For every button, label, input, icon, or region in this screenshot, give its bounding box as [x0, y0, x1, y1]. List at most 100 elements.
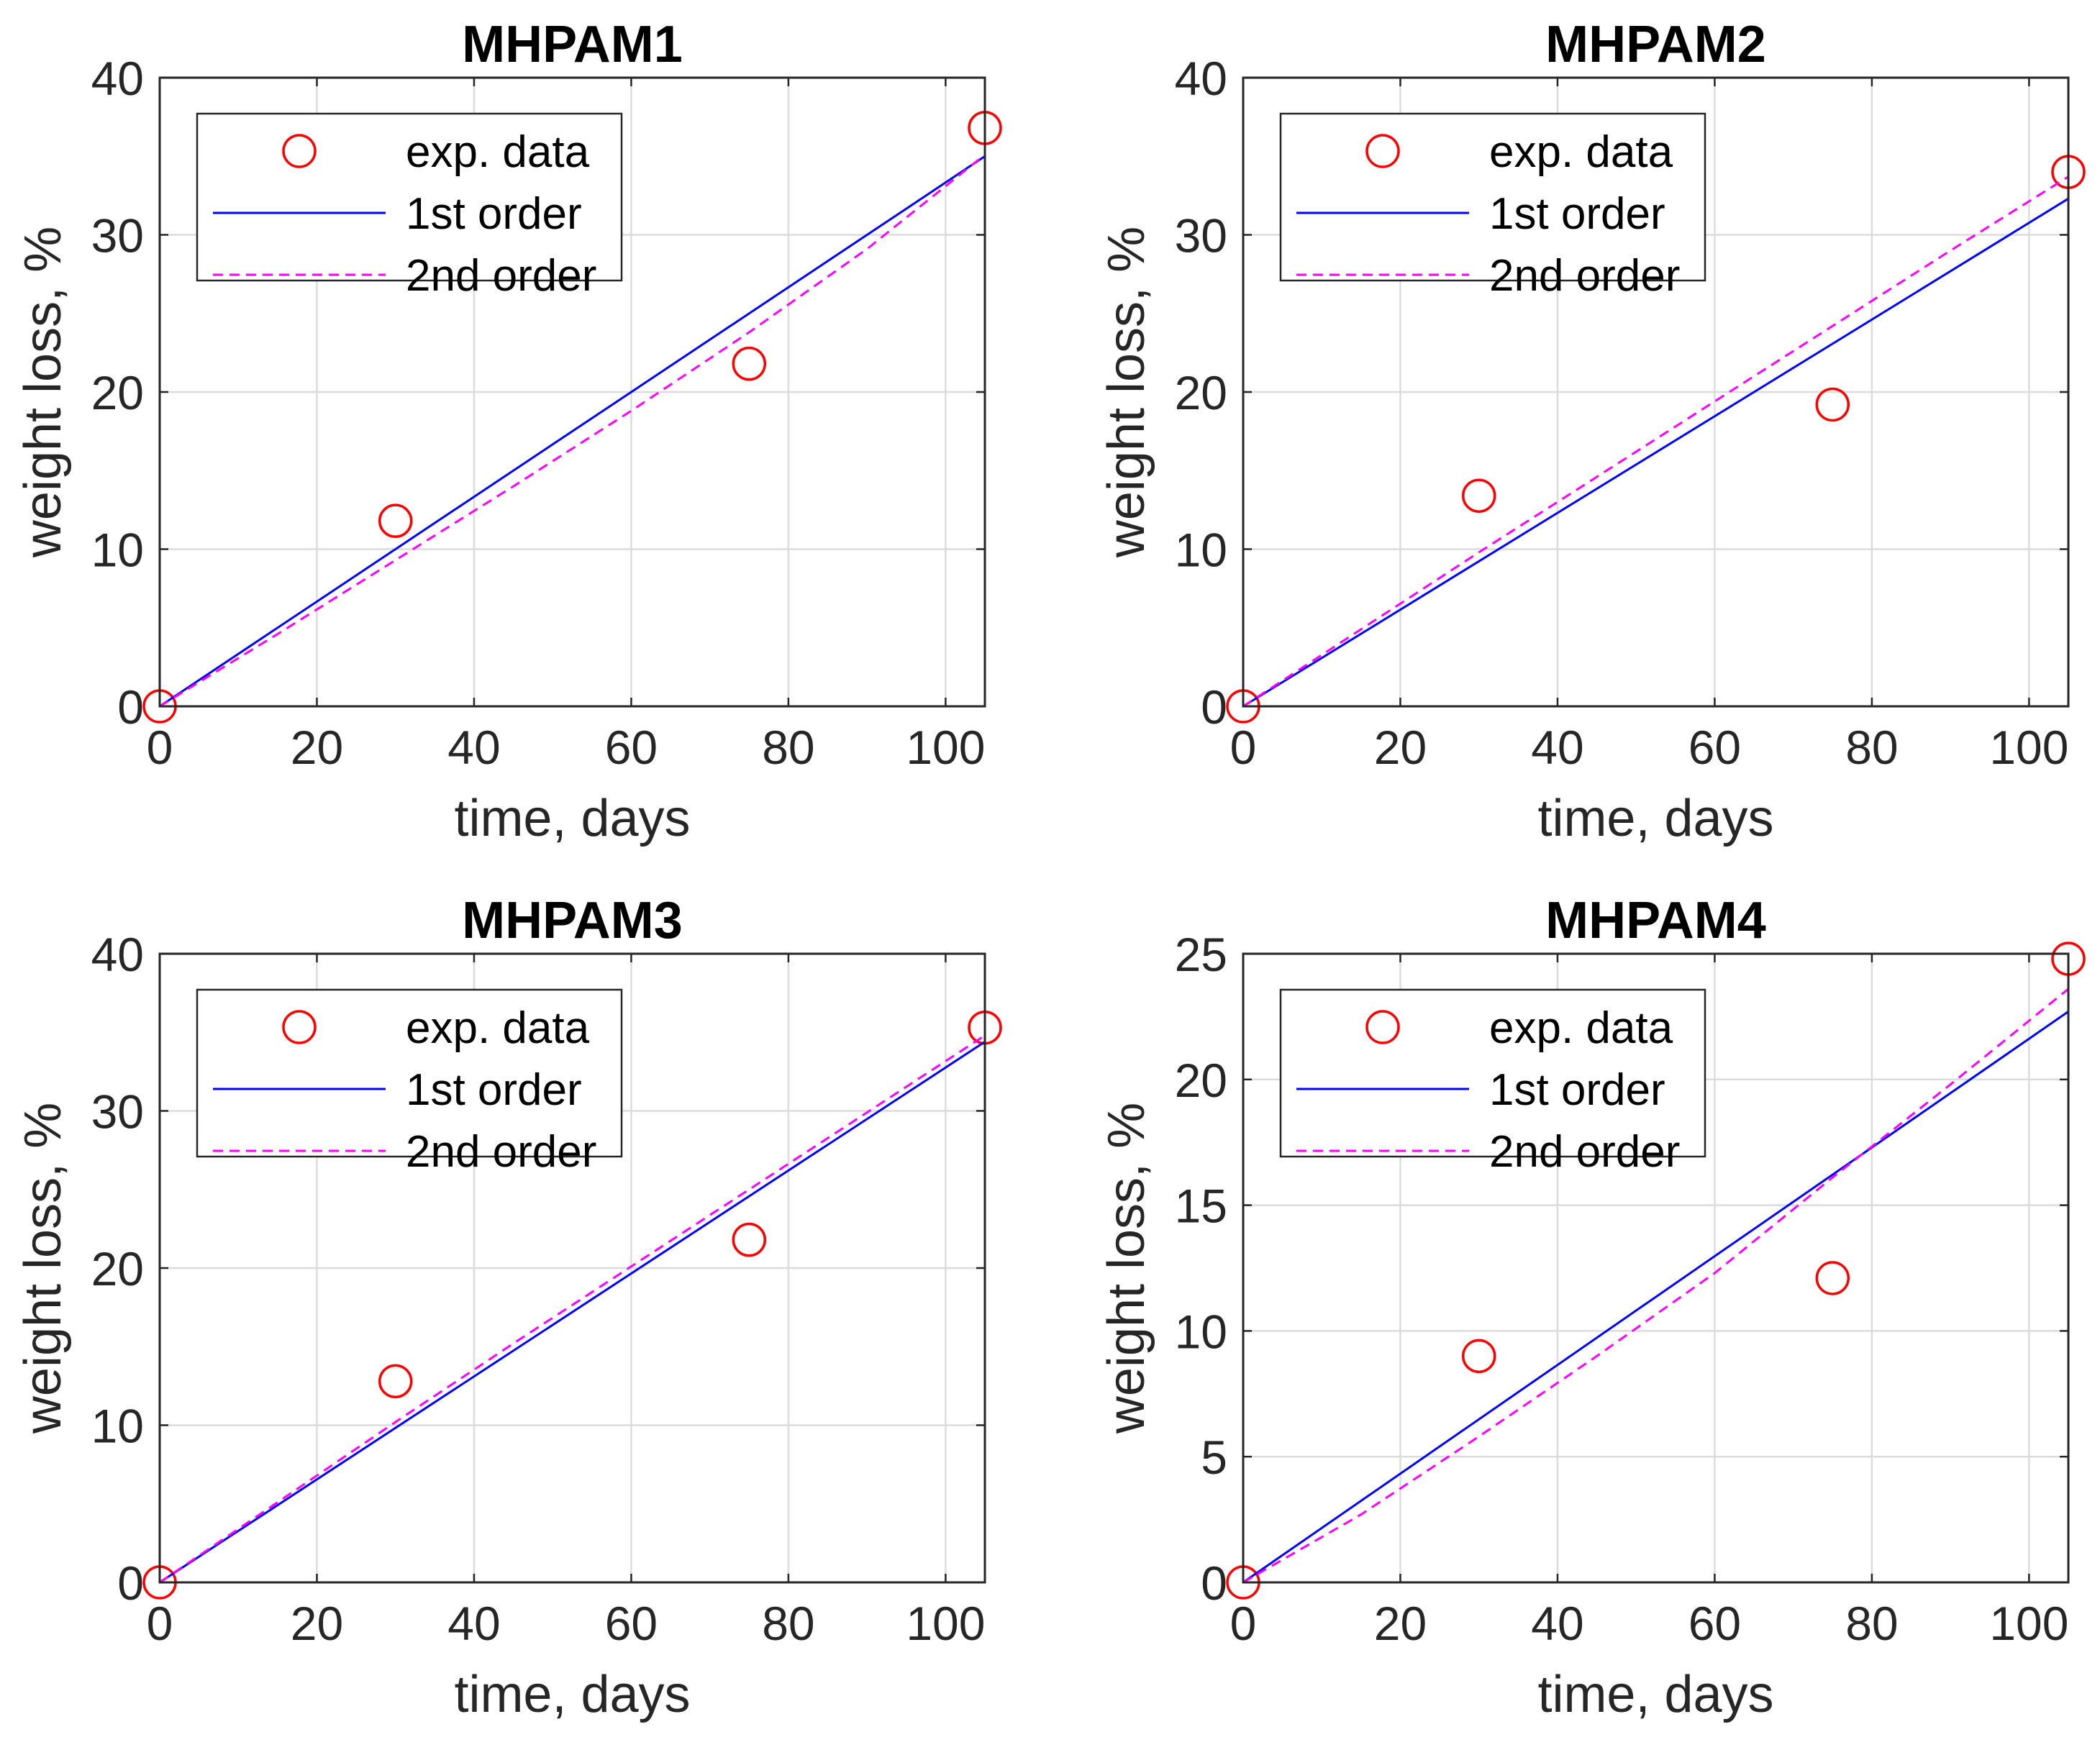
y-axis-label: weight loss, % — [1098, 227, 1155, 558]
y-tick-label: 10 — [1175, 1305, 1227, 1358]
y-tick-label: 10 — [91, 524, 144, 577]
y-tick-label: 5 — [1201, 1431, 1227, 1484]
legend-label: 2nd order — [406, 251, 596, 301]
y-axis-label: weight loss, % — [14, 1103, 72, 1434]
legend: exp. data 1st order 2nd order — [196, 988, 623, 1177]
series-line-2nd-order — [159, 153, 986, 708]
legend-marker — [1365, 1010, 1400, 1044]
legend-label: exp. data — [406, 127, 590, 177]
legend-marker — [1365, 134, 1400, 168]
chart-title: MHPAM1 — [462, 16, 683, 73]
chart-panel-1: 0 20 40 60 80 100 0 10 20 30 40 MHPAM1 time, days wei… — [14, 16, 1002, 847]
x-tick-label: 40 — [447, 1597, 500, 1650]
series-line-2nd-order — [159, 1034, 986, 1584]
axes-box — [158, 76, 986, 708]
x-tick-label: 20 — [291, 1597, 343, 1650]
legend-box — [1279, 112, 1706, 282]
axes-box — [1242, 76, 2070, 708]
y-tick-label: 40 — [91, 52, 144, 105]
data-point — [1461, 1339, 1496, 1374]
data-point — [378, 1364, 413, 1399]
chart-title: MHPAM4 — [1545, 892, 1766, 949]
legend-label: 1st order — [406, 189, 582, 239]
y-tick-label: 0 — [1201, 680, 1227, 734]
x-tick-label: 100 — [906, 721, 985, 774]
x-tick-label: 80 — [762, 1597, 814, 1650]
x-tick-label: 0 — [1230, 721, 1257, 774]
chart-panel-2: 0 20 40 60 80 100 0 10 20 30 40 MHPAM2 time, days wei… — [1098, 16, 2086, 847]
x-tick-label: 80 — [762, 721, 814, 774]
y-axis-label: weight loss, % — [14, 227, 72, 558]
x-axis-label: time, days — [454, 790, 690, 847]
chart-panel-4: 0 20 40 60 80 100 0 5 10 15 20 25 MHPAM4 time, days we… — [1098, 892, 2086, 1723]
y-tick-label: 30 — [91, 209, 144, 263]
series-line-1st-order — [1242, 1011, 2069, 1584]
chart-title: MHPAM3 — [462, 892, 683, 949]
data-point — [1461, 478, 1496, 513]
legend: exp. data 1st order 2nd order — [196, 112, 623, 301]
x-axis-label: time, days — [454, 1666, 690, 1723]
y-tick-label: 20 — [1175, 1054, 1227, 1107]
legend-label: 2nd order — [1489, 1127, 1680, 1177]
series-line-1st-order — [1242, 197, 2069, 708]
legend-box — [196, 988, 623, 1158]
y-tick-label: 30 — [91, 1085, 144, 1139]
series-line-2nd-order — [1242, 176, 2069, 708]
series-line-1st-order — [159, 1041, 986, 1584]
y-tick-label: 20 — [1175, 366, 1227, 419]
y-tick-label: 10 — [91, 1400, 144, 1453]
x-tick-label: 60 — [605, 721, 658, 774]
chart-panel-3: 0 20 40 60 80 100 0 10 20 30 40 MHPAM3 time, days wei… — [14, 892, 1002, 1723]
y-tick-label: 20 — [91, 366, 144, 419]
data-point — [732, 346, 767, 381]
x-tick-label: 100 — [1989, 1597, 2068, 1650]
legend-box — [1279, 988, 1706, 1158]
legend-label: 1st order — [1489, 189, 1665, 239]
legend-label: 1st order — [406, 1065, 582, 1115]
x-tick-label: 0 — [1230, 1597, 1257, 1650]
y-tick-label: 30 — [1175, 209, 1227, 263]
legend-marker — [282, 134, 317, 168]
x-axis-label: time, days — [1537, 790, 1773, 847]
x-tick-label: 80 — [1845, 1597, 1898, 1650]
legend-label: exp. data — [1489, 1003, 1673, 1053]
x-tick-label: 60 — [1688, 721, 1741, 774]
x-tick-label: 20 — [1374, 721, 1427, 774]
legend-box — [196, 112, 623, 282]
y-tick-label: 40 — [1175, 52, 1227, 105]
legend-marker — [282, 1010, 317, 1044]
x-tick-label: 20 — [1374, 1597, 1427, 1650]
y-tick-label: 20 — [91, 1242, 144, 1295]
y-tick-label: 40 — [91, 928, 144, 981]
legend-label: 1st order — [1489, 1065, 1665, 1115]
legend-label: exp. data — [406, 1003, 590, 1053]
x-tick-label: 40 — [1531, 1597, 1583, 1650]
x-tick-label: 20 — [291, 721, 343, 774]
data-point — [1815, 1261, 1850, 1295]
legend-label: exp. data — [1489, 127, 1673, 177]
y-tick-label: 10 — [1175, 524, 1227, 577]
x-tick-label: 40 — [447, 721, 500, 774]
x-tick-label: 100 — [906, 1597, 985, 1650]
axes-box — [158, 952, 986, 1584]
x-tick-label: 60 — [605, 1597, 658, 1650]
y-tick-label: 0 — [117, 1556, 144, 1610]
x-tick-label: 0 — [147, 1597, 173, 1650]
data-point — [732, 1222, 767, 1257]
data-point — [378, 503, 413, 538]
y-tick-label: 0 — [117, 680, 144, 734]
y-axis-label: weight loss, % — [1098, 1103, 1155, 1434]
axes-box — [1242, 952, 2070, 1584]
series-line-1st-order — [159, 155, 986, 708]
y-tick-label: 15 — [1175, 1180, 1227, 1233]
chart-title: MHPAM2 — [1545, 16, 1766, 73]
data-point — [1815, 387, 1850, 422]
x-tick-label: 40 — [1531, 721, 1583, 774]
legend-label: 2nd order — [406, 1127, 596, 1177]
x-tick-label: 60 — [1688, 1597, 1741, 1650]
legend-label: 2nd order — [1489, 251, 1680, 301]
legend: exp. data 1st order 2nd order — [1279, 112, 1706, 301]
x-axis-label: time, days — [1537, 1666, 1773, 1723]
y-tick-label: 0 — [1201, 1556, 1227, 1610]
